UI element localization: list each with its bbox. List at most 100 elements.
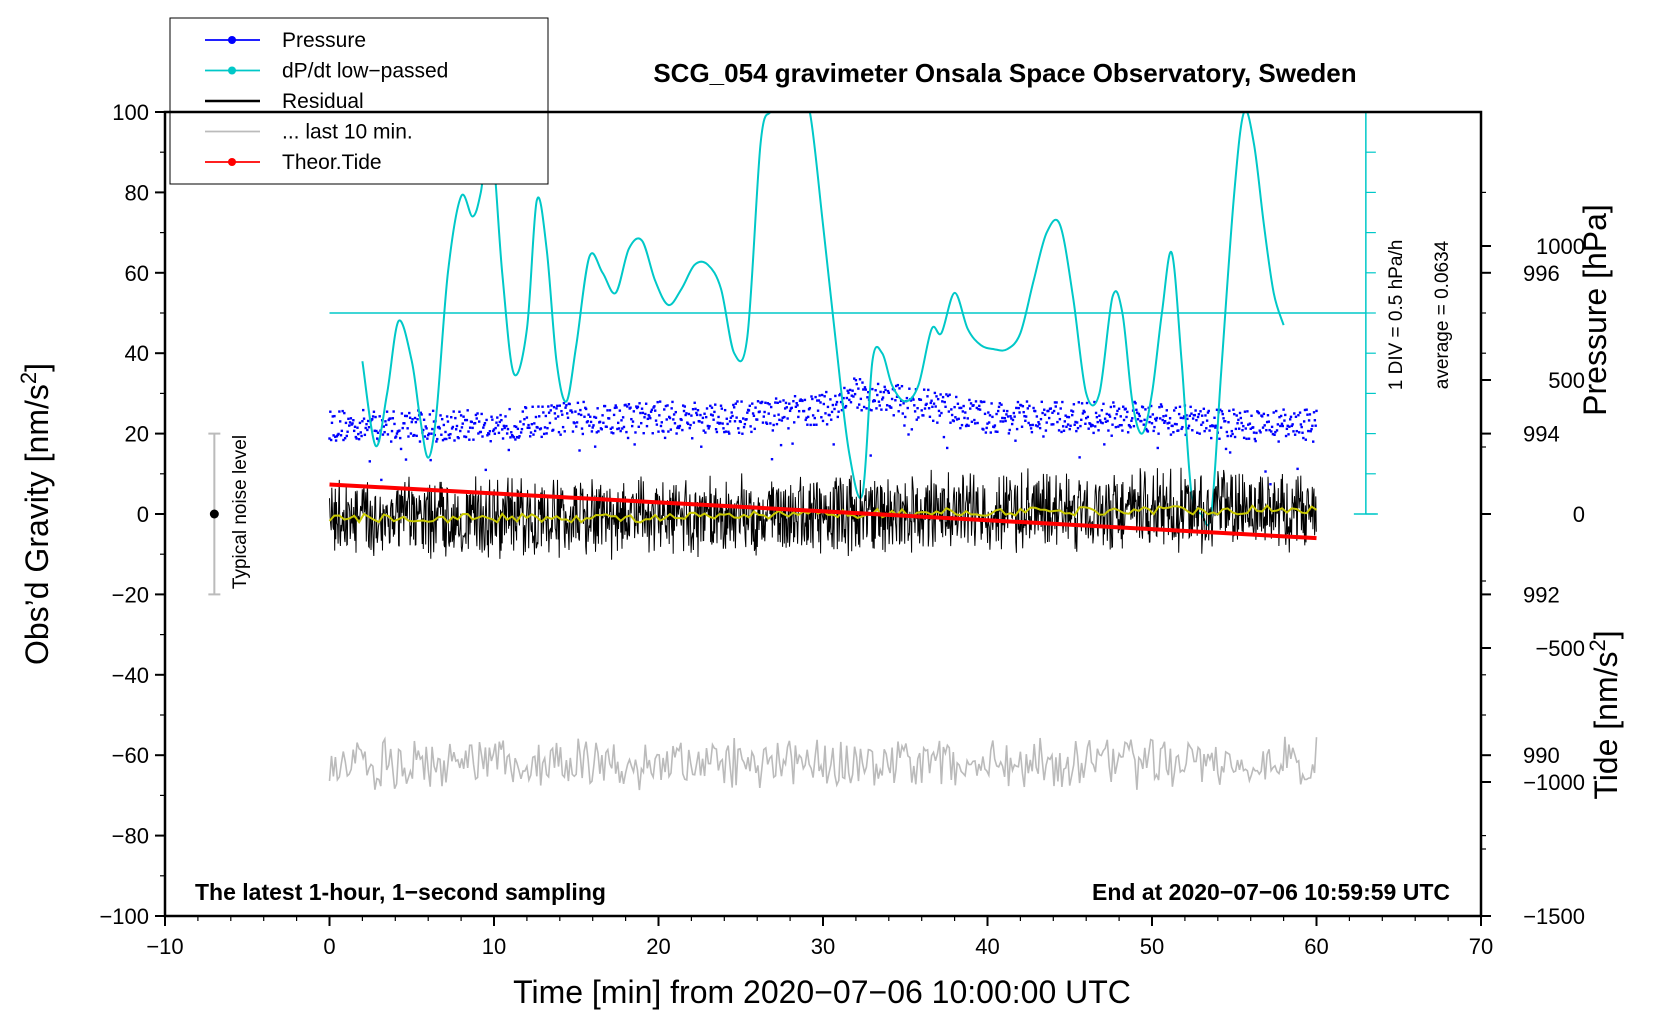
pressure-point <box>1276 423 1280 426</box>
pressure-point <box>993 424 997 427</box>
pressure-point <box>540 435 543 439</box>
pressure-point <box>1262 412 1266 416</box>
pressure-point <box>378 415 381 418</box>
pressure-point <box>1010 422 1014 426</box>
pressure-point <box>1299 423 1303 426</box>
pressure-point <box>1249 427 1252 431</box>
pressure-point <box>878 404 881 407</box>
pressure-point <box>913 410 917 413</box>
pressure-point <box>714 428 718 431</box>
pressure-point <box>927 388 930 392</box>
pressure-point <box>600 428 603 431</box>
pressure-point <box>614 404 617 407</box>
pressure-point <box>1125 415 1128 419</box>
pressure-point <box>857 387 860 390</box>
pressure-point <box>1284 434 1288 438</box>
pressure-point <box>471 426 474 430</box>
pressure-point <box>424 425 427 428</box>
pressure-point <box>792 399 795 403</box>
pressure-point <box>1093 400 1096 404</box>
pressure-point <box>1101 421 1104 425</box>
pressure-point <box>1278 415 1281 419</box>
pressure-point <box>657 430 660 433</box>
pressure-point <box>1219 408 1222 412</box>
pressure-point <box>490 415 493 418</box>
pressure-point <box>779 443 783 447</box>
pressure-point <box>735 416 738 419</box>
pressure-point <box>1239 416 1243 420</box>
pressure-point <box>1042 435 1045 438</box>
pressure-point <box>447 433 450 437</box>
pressure-point <box>816 409 820 412</box>
pressure-point <box>1177 429 1180 432</box>
pressure-point <box>1279 424 1282 428</box>
pressure-point <box>477 432 480 435</box>
pressure-point <box>1302 436 1305 440</box>
pressure-point <box>334 435 337 439</box>
pressure-point <box>909 399 913 402</box>
pressure-point <box>885 404 889 407</box>
pressure-point <box>910 428 914 431</box>
pressure-point <box>547 411 551 414</box>
pressure-point <box>678 424 682 428</box>
pressure-point <box>966 417 969 420</box>
pressure-point <box>1240 421 1243 425</box>
pressure-point <box>1159 403 1163 406</box>
pressure-point <box>903 424 906 427</box>
pressure-point <box>1149 415 1152 419</box>
pressure-point <box>784 401 788 405</box>
pressure-point <box>541 405 544 408</box>
pressure-point <box>333 414 336 418</box>
pressure-point <box>1039 417 1043 421</box>
pressure-point <box>851 389 854 392</box>
pressure-point <box>727 430 730 434</box>
pressure-point <box>387 418 390 422</box>
pressure-point <box>529 431 533 434</box>
x-tick-label: −10 <box>146 934 183 959</box>
pressure-point <box>338 410 341 413</box>
pressure-point <box>663 436 667 440</box>
pressure-point <box>613 406 617 410</box>
x-tick-label: 30 <box>811 934 835 959</box>
pressure-point <box>579 413 583 417</box>
pressure-point <box>1288 425 1291 428</box>
pressure-point <box>957 417 960 421</box>
pressure-point <box>525 416 529 419</box>
pressure-point <box>492 428 496 431</box>
pressure-point <box>488 430 492 433</box>
pressure-point <box>571 430 575 433</box>
pressure-point <box>716 421 719 424</box>
pressure-point <box>444 430 447 434</box>
pressure-point <box>506 427 510 431</box>
pressure-point <box>583 415 586 418</box>
pressure-point <box>357 437 361 441</box>
pressure-point <box>1052 423 1055 426</box>
pressure-point <box>683 405 687 408</box>
pressure-point <box>770 457 774 461</box>
pressure-point <box>507 448 511 452</box>
pressure-point <box>1191 417 1195 420</box>
pressure-point <box>432 420 436 423</box>
pressure-point <box>1059 407 1062 410</box>
pressure-point <box>1283 419 1286 422</box>
pressure-point <box>746 411 749 414</box>
pressure-point <box>987 411 990 414</box>
tide-tick-label: −1000 <box>1523 770 1585 795</box>
pressure-point <box>1135 408 1138 412</box>
pressure-point <box>830 418 833 421</box>
pressure-point <box>786 417 789 420</box>
pressure-point <box>922 388 926 391</box>
pressure-point <box>1126 431 1130 434</box>
pressure-point <box>1311 424 1314 428</box>
pressure-point <box>994 430 997 433</box>
pressure-point <box>356 426 359 429</box>
pressure-point <box>393 422 396 426</box>
pressure-point <box>1230 429 1233 433</box>
pressure-point <box>1085 401 1089 405</box>
pressure-point <box>1011 418 1015 422</box>
pressure-point <box>713 410 716 414</box>
pressure-point <box>853 392 857 396</box>
pressure-point <box>1049 407 1053 410</box>
pressure-point <box>1296 467 1299 471</box>
pressure-point <box>691 437 694 440</box>
